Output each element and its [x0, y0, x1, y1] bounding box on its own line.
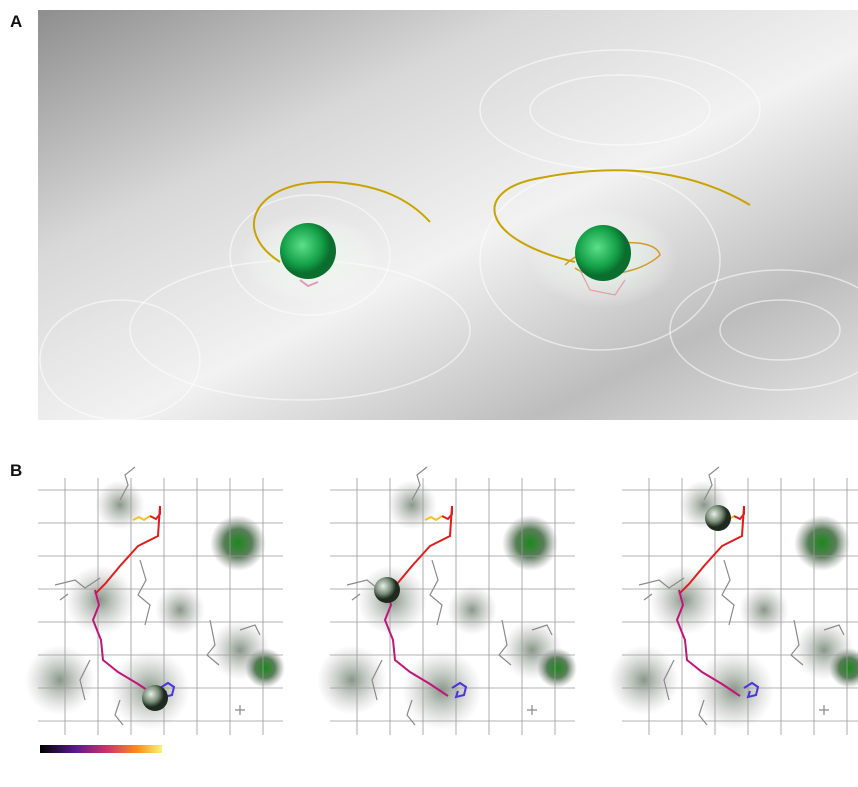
density-blob	[65, 565, 135, 635]
agent-sphere	[705, 505, 731, 531]
density-blob	[739, 585, 789, 635]
density-blob	[387, 480, 437, 530]
density-blob	[402, 650, 482, 730]
trajectory-maps	[25, 467, 858, 735]
target-blob	[794, 515, 850, 571]
density-blob	[447, 585, 497, 635]
density-blob	[25, 645, 95, 715]
map-panel	[609, 467, 858, 735]
target-blob	[210, 515, 266, 571]
density-blob	[609, 645, 679, 715]
panel-label: B	[10, 461, 22, 480]
map-panel	[25, 467, 285, 735]
density-blob	[155, 585, 205, 635]
density-blob	[694, 650, 774, 730]
density-blob	[95, 480, 145, 530]
map-panel	[317, 467, 577, 735]
agent-sphere	[374, 577, 400, 603]
figure: A B	[0, 0, 858, 782]
density-blob	[649, 565, 719, 635]
agent-sphere	[142, 685, 168, 711]
target-blob	[537, 648, 577, 688]
target-blob	[245, 648, 285, 688]
panel-label: A	[10, 12, 22, 31]
colorbar	[40, 745, 162, 753]
target-blob	[502, 515, 558, 571]
density-blob	[317, 645, 387, 715]
surface-render	[38, 10, 858, 420]
